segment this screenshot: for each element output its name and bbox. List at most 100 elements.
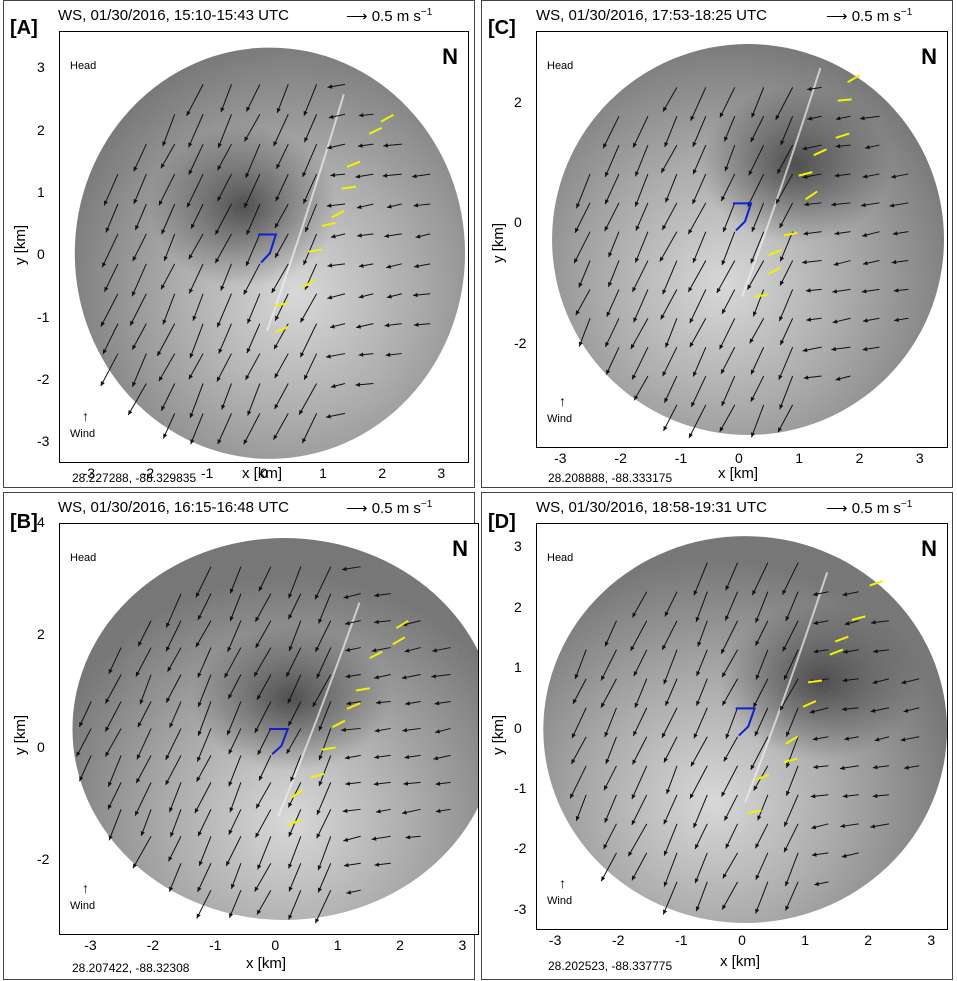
- vector-arrowhead: [196, 913, 201, 919]
- vector-arrowhead: [662, 224, 667, 230]
- panel-title: WS, 01/30/2016, 17:53-18:25 UTC: [536, 7, 767, 24]
- vector-arrow: [603, 823, 617, 850]
- radar-image: [543, 536, 947, 923]
- vector-arrow: [689, 765, 708, 799]
- vector-arrowhead: [318, 725, 323, 731]
- drifter-arrow: [274, 325, 289, 334]
- radar-plot: N Head Wind ↑: [536, 523, 948, 930]
- x-tick-label: 1: [795, 450, 804, 466]
- vector-arrowhead: [862, 232, 868, 238]
- vector-arrowhead: [197, 886, 202, 892]
- vector-arrow: [245, 84, 261, 112]
- vector-arrowhead: [275, 252, 280, 258]
- vector-arrow: [662, 881, 678, 915]
- vector-arrow: [76, 728, 92, 757]
- x-tick-label: 3: [437, 465, 446, 481]
- vector-arrowhead: [755, 908, 760, 914]
- vector-arrow: [721, 678, 739, 706]
- vector-arrow: [605, 736, 617, 765]
- vector-arrowhead: [215, 258, 220, 264]
- vector-arrow: [722, 202, 736, 233]
- vector-arrowhead: [315, 594, 320, 600]
- drifter-arrow: [785, 735, 799, 745]
- vector-arrowhead: [635, 257, 640, 263]
- scale-exponent: −1: [900, 499, 913, 510]
- vector-arrowhead: [843, 649, 848, 654]
- vector-arrowhead: [132, 344, 137, 350]
- scale-label: 0.5 m s: [851, 8, 901, 25]
- vector-arrowhead: [840, 823, 846, 829]
- vector-arrowhead: [862, 174, 868, 179]
- vector-arrowhead: [108, 781, 113, 787]
- vector-arrow: [693, 794, 708, 829]
- vector-arrow: [663, 404, 678, 432]
- vector-arrow: [304, 114, 318, 143]
- vector-arrowhead: [197, 672, 202, 678]
- vector-arrowhead: [842, 678, 848, 683]
- vector-arrowhead: [192, 315, 197, 321]
- vector-arrow: [604, 620, 617, 647]
- vector-arrow: [314, 566, 332, 600]
- vector-arrow: [197, 863, 212, 893]
- vector-arrowhead: [874, 737, 880, 742]
- vector-arrowhead: [750, 396, 755, 402]
- heading-label: Head: [70, 60, 97, 72]
- vector-arrowhead: [725, 843, 730, 849]
- vector-arrow: [776, 144, 794, 175]
- vector-arrowhead: [257, 749, 262, 755]
- vector-arrow: [228, 728, 242, 755]
- vector-arrow: [627, 823, 648, 857]
- vector-arrowhead: [435, 781, 441, 786]
- vector-arrowhead: [133, 198, 138, 204]
- vector-arrowhead: [194, 808, 199, 814]
- vector-arrowhead: [630, 645, 635, 651]
- vector-arrow: [108, 809, 122, 841]
- vector-arrowhead: [811, 824, 817, 830]
- vector-arrow: [304, 203, 318, 233]
- vector-arrow: [600, 678, 617, 708]
- vector-arrowhead: [724, 166, 729, 172]
- vector-arrowhead: [342, 566, 347, 572]
- vector-arrowhead: [575, 815, 580, 821]
- vector-arrow: [578, 318, 591, 347]
- drifter-arrow: [798, 171, 813, 177]
- vector-arrowhead: [221, 404, 226, 410]
- vector-arrowhead: [197, 756, 202, 762]
- vector-arrowhead: [894, 317, 899, 322]
- vector-arrowhead: [861, 289, 867, 294]
- vector-arrowhead: [254, 886, 259, 892]
- vector-arrowhead: [865, 145, 870, 150]
- vector-arrowhead: [841, 853, 847, 858]
- drifter-arrow: [321, 221, 336, 228]
- wind-label: Wind: [70, 428, 96, 440]
- vector-arrow: [634, 173, 649, 207]
- vector-arrowhead: [327, 145, 332, 150]
- vector-arrow: [600, 852, 617, 882]
- x-tick-label: -1: [200, 465, 214, 481]
- vector-arrow: [719, 87, 736, 118]
- vector-arrow: [162, 293, 176, 325]
- vector-arrow: [246, 323, 261, 354]
- vector-arrowhead: [605, 341, 610, 347]
- vector-arrowhead: [695, 616, 700, 622]
- vector-arrow: [104, 701, 122, 732]
- vector-arrow: [631, 346, 649, 380]
- vector-arrow: [783, 823, 799, 853]
- vector-arrowhead: [166, 646, 171, 652]
- panel-c: [C] WS, 01/30/2016, 17:53-18:25 UTC ⟶ 0.…: [481, 0, 953, 488]
- vector-arrowhead: [663, 106, 668, 112]
- vector-arrow: [631, 765, 648, 800]
- vector-arrow: [220, 84, 232, 113]
- vector-arrowhead: [755, 617, 760, 623]
- vector-arrowhead: [663, 425, 668, 431]
- heading-label: Head: [70, 552, 97, 564]
- vector-arrowhead: [632, 759, 637, 765]
- vector-arrow: [724, 144, 736, 172]
- vector-arrow: [214, 233, 232, 264]
- vector-arrowhead: [835, 116, 841, 121]
- vector-arrowhead: [275, 315, 280, 321]
- drifter-arrow: [355, 687, 370, 692]
- vector-arrow: [755, 881, 769, 914]
- vector-arrow: [571, 707, 587, 739]
- vector-arrow: [721, 231, 736, 266]
